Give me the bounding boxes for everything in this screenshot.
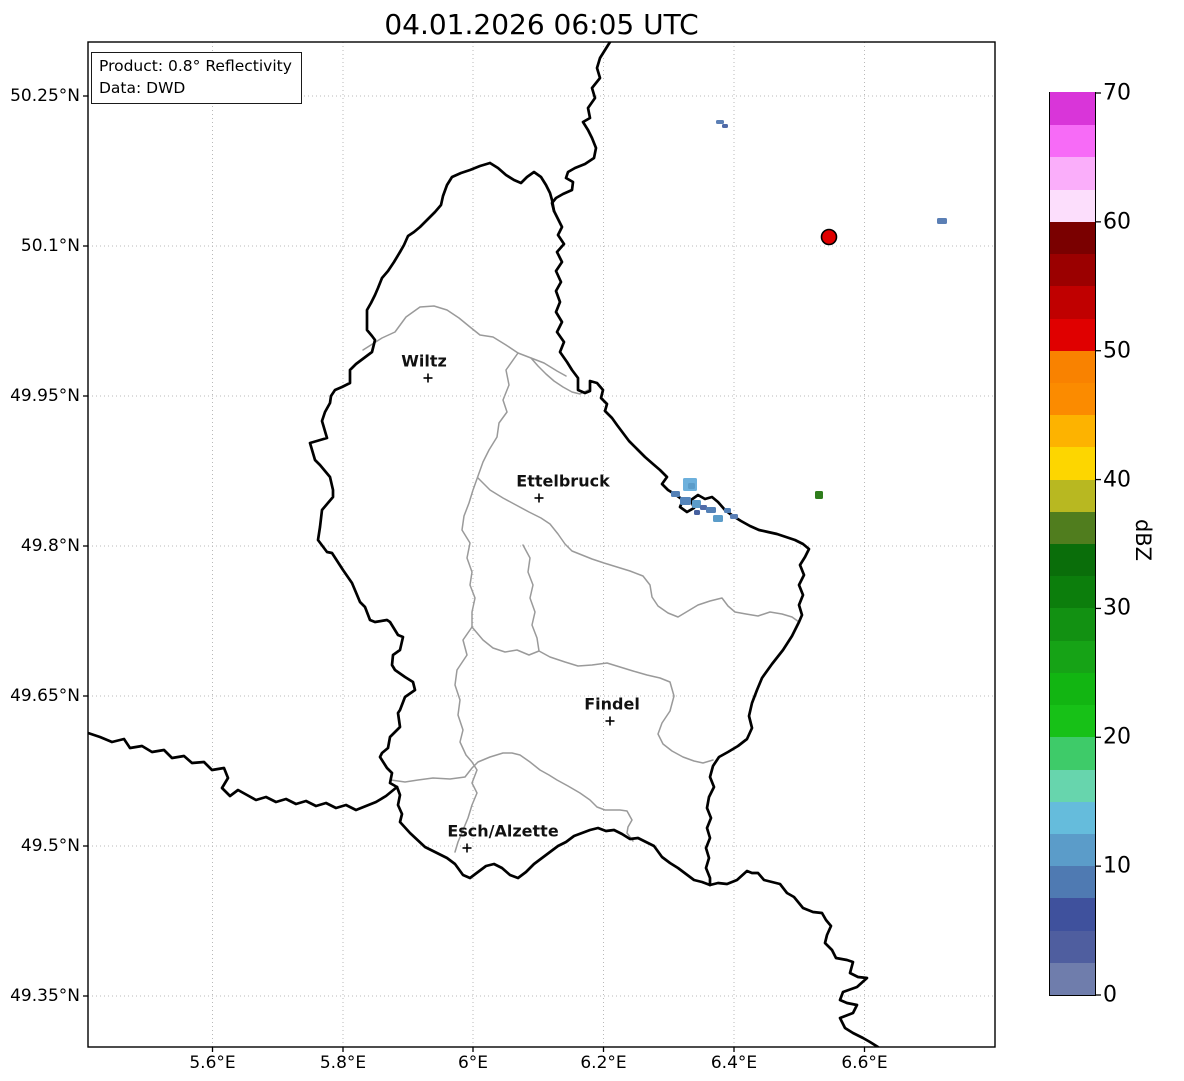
colorbar-segment — [1050, 640, 1095, 673]
colorbar-segment — [1050, 285, 1095, 319]
city-label-wiltz: Wiltz — [401, 351, 447, 371]
city-label-esch-alzette: Esch/Alzette — [447, 821, 559, 841]
city-markers — [423, 373, 615, 853]
y-tick-label: 49.95°N — [10, 386, 80, 406]
y-tick-label: 50.1°N — [20, 236, 80, 256]
colorbar-tick-10: 10 — [1103, 853, 1131, 879]
radar-echo — [730, 514, 738, 519]
plot-frame — [87, 41, 996, 1048]
x-tick-label: 5.6°E — [189, 1053, 236, 1073]
radar-echo — [724, 508, 731, 513]
colorbar-tick-60: 60 — [1103, 209, 1131, 235]
colorbar-segment — [1050, 156, 1095, 190]
product-info-line: Product: 0.8° Reflectivity — [99, 57, 292, 75]
radar-echo — [671, 491, 680, 497]
y-tick-label: 50.25°N — [10, 86, 80, 106]
radar-echo — [713, 515, 723, 522]
colorbar-segment — [1050, 382, 1095, 416]
colorbar-segment — [1050, 253, 1095, 287]
colorbar-segment — [1050, 446, 1095, 480]
colorbar-segment — [1050, 221, 1095, 255]
radar-echo — [692, 500, 701, 508]
y-tick-label: 49.8°N — [20, 536, 80, 556]
colorbar-segment — [1050, 511, 1095, 544]
city-label-findel: Findel — [584, 694, 640, 714]
colorbar-tick-30: 30 — [1103, 595, 1131, 621]
colorbar-unit-label: dBZ — [1131, 518, 1155, 562]
colorbar-segment — [1050, 575, 1095, 609]
y-tick-label: 49.35°N — [10, 986, 80, 1006]
map-borders — [88, 42, 880, 1047]
radar-echo — [700, 505, 707, 510]
colorbar-tick-40: 40 — [1103, 467, 1131, 493]
radar-echo — [694, 510, 700, 515]
radar-site-dot — [820, 228, 838, 246]
y-tick-label: 49.65°N — [10, 686, 80, 706]
colorbar-segment — [1050, 607, 1095, 641]
city-label-ettelbruck: Ettelbruck — [516, 471, 610, 491]
colorbar-segment — [1050, 124, 1095, 158]
y-tick-label: 49.5°N — [20, 836, 80, 856]
radar-echo — [688, 483, 695, 489]
colorbar-segment — [1050, 801, 1095, 834]
colorbar-segment — [1050, 414, 1095, 448]
x-tick-label: 6°E — [457, 1053, 489, 1073]
data-source-line: Data: DWD — [99, 79, 186, 97]
colorbar-segment — [1050, 833, 1095, 867]
colorbar-segment — [1050, 704, 1095, 738]
colorbar-segment — [1050, 189, 1095, 222]
colorbar-tick-50: 50 — [1103, 338, 1131, 364]
page-title: 04.01.2026 06:05 UTC — [384, 8, 699, 41]
radar-echo — [722, 124, 728, 128]
colorbar-tick-20: 20 — [1103, 724, 1131, 750]
x-tick-label: 5.8°E — [319, 1053, 367, 1073]
axis-ticks — [83, 92, 1101, 1052]
product-info-box: Product: 0.8° Reflectivity Data: DWD — [91, 52, 302, 104]
colorbar-tick-70: 70 — [1103, 80, 1131, 106]
colorbar-segment — [1050, 768, 1095, 802]
colorbar-segment — [1050, 865, 1095, 899]
x-tick-label: 6.2°E — [580, 1053, 627, 1073]
radar-echo — [937, 218, 947, 224]
colorbar-segment — [1050, 897, 1095, 931]
colorbar-segment — [1050, 92, 1095, 126]
radar-echo — [815, 491, 823, 499]
colorbar-segment — [1050, 350, 1095, 383]
colorbar — [1049, 92, 1096, 996]
x-tick-label: 6.4°E — [710, 1053, 758, 1073]
colorbar-segment — [1050, 736, 1095, 770]
colorbar-segment — [1050, 317, 1095, 351]
colorbar-segment — [1050, 478, 1095, 512]
x-tick-label: 6.6°E — [841, 1053, 888, 1073]
radar-echoes — [671, 120, 947, 522]
gridlines — [88, 42, 995, 1047]
radar-echo — [716, 120, 724, 124]
colorbar-segment — [1050, 672, 1095, 706]
colorbar-segment — [1050, 543, 1095, 577]
colorbar-tick-0: 0 — [1103, 982, 1117, 1008]
radar-echo — [706, 507, 716, 513]
radar-echo — [680, 497, 691, 505]
colorbar-segment — [1050, 929, 1095, 963]
colorbar-segment — [1050, 962, 1095, 995]
